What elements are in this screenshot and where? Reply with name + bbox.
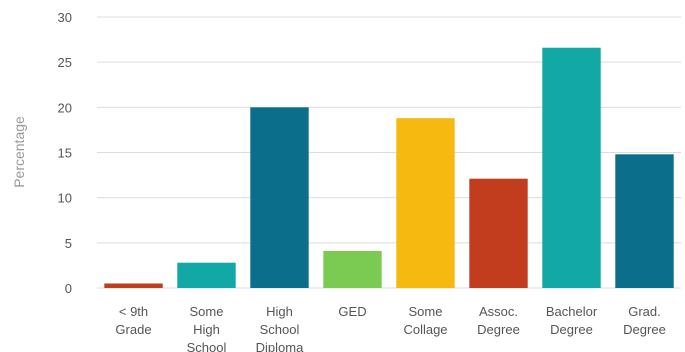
bar bbox=[323, 250, 382, 288]
bar bbox=[104, 283, 163, 288]
y-tick-label: 25 bbox=[58, 55, 72, 70]
bar bbox=[542, 47, 601, 288]
y-axis-label: Percentage bbox=[11, 116, 27, 188]
x-tick-label: < 9th Grade bbox=[115, 304, 151, 337]
bar bbox=[177, 262, 236, 288]
y-tick-label: 10 bbox=[58, 191, 72, 206]
bar bbox=[615, 154, 674, 288]
y-tick-label: 30 bbox=[58, 10, 72, 25]
y-tick-label: 20 bbox=[58, 100, 72, 115]
bar bbox=[250, 107, 309, 288]
y-tick-label: 5 bbox=[65, 236, 72, 251]
x-tick-label: Bachelor Degree bbox=[546, 304, 598, 337]
y-tick-label: 0 bbox=[65, 281, 72, 296]
bar bbox=[396, 118, 455, 288]
bar bbox=[469, 178, 528, 288]
x-tick-label: Grad. Degree bbox=[623, 304, 666, 337]
x-tick-label: Some High School bbox=[187, 304, 227, 352]
y-tick-label: 15 bbox=[58, 146, 72, 161]
x-tick-label: Assoc. Degree bbox=[477, 304, 520, 337]
x-tick-label: Some Collage bbox=[403, 304, 447, 337]
x-tick-label: High School Diploma bbox=[256, 304, 304, 352]
x-tick-label: GED bbox=[338, 304, 366, 319]
